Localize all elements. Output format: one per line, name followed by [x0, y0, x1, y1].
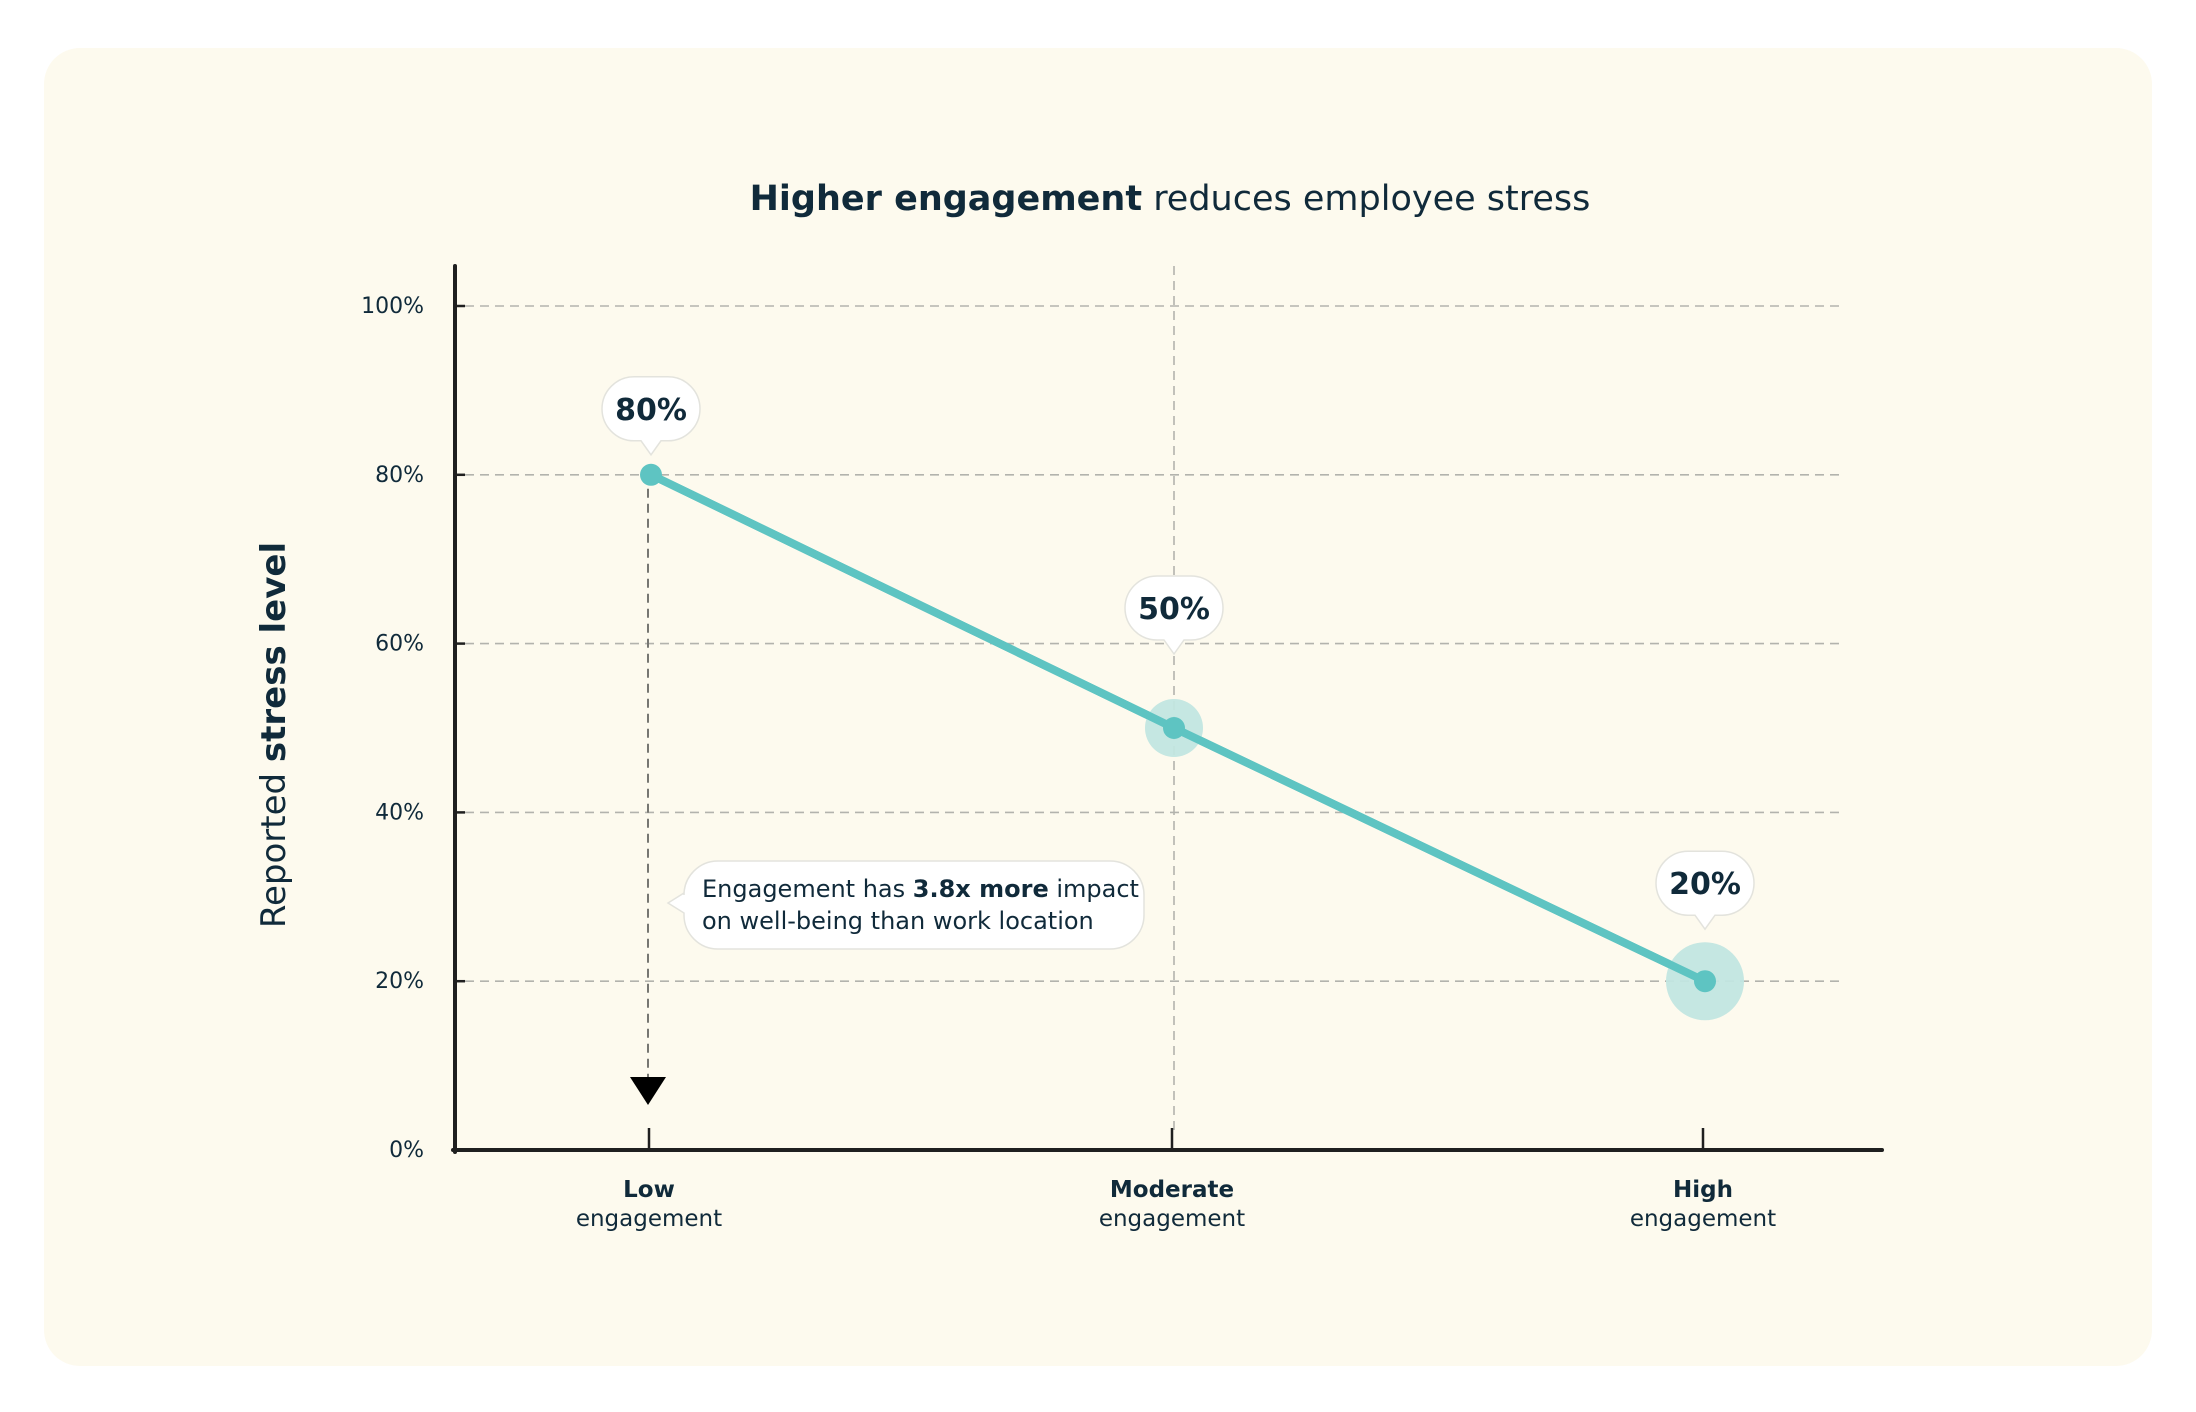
y-tick-label: 40%: [375, 800, 424, 825]
chart-title-regular: reduces employee stress: [1142, 179, 1590, 219]
annotation-line-2: on well-being than work location: [702, 907, 1094, 935]
y-axis-label-bold: stress level: [254, 542, 294, 762]
x-tick-label-regular: engagement: [1099, 1206, 1245, 1232]
data-point: [1163, 717, 1185, 739]
y-tick-label: 80%: [375, 463, 424, 488]
annotation-line-1-regular: Engagement has: [702, 875, 913, 903]
gridlines: [465, 305, 1845, 983]
x-tick-label-regular: engagement: [576, 1206, 722, 1232]
annotation-line-1: Engagement has 3.8x more impact: [702, 875, 1139, 903]
data-label: 20%: [1669, 867, 1741, 902]
data-label: 50%: [1138, 592, 1210, 627]
data-point: [640, 463, 662, 486]
y-tick-label: 60%: [375, 632, 424, 657]
annotation-line-1-bold: 3.8x more: [913, 875, 1049, 903]
arrow-down-icon: [630, 1077, 666, 1105]
y-axis-label: Reported stress level: [254, 542, 294, 928]
chart-title-bold: Higher engagement: [750, 179, 1142, 219]
data-labels: 80% 50% 20%: [601, 376, 1755, 931]
y-tick-label: 100%: [361, 294, 424, 319]
x-tick-label-bold: High: [1673, 1177, 1733, 1203]
annotation-bubble: [666, 860, 1145, 950]
y-tick-label: 0%: [389, 1138, 424, 1163]
y-ticks: 0% 20% 40% 60% 80% 100%: [361, 294, 465, 1163]
annotation-line-1-tail: impact: [1049, 875, 1139, 903]
x-tick-label-regular: engagement: [1630, 1206, 1776, 1232]
chart-card: [44, 48, 2152, 1366]
data-label-bubble: [1655, 850, 1755, 931]
y-axis-label-regular: Reported: [254, 762, 294, 928]
chart-title: Higher engagement reduces employee stres…: [750, 179, 1591, 219]
x-tick-label-bold: Low: [623, 1177, 675, 1203]
data-label: 80%: [615, 393, 687, 428]
y-tick-label: 20%: [375, 969, 424, 994]
annotation: Engagement has 3.8x more impact on well-…: [666, 860, 1145, 950]
axes: [451, 264, 1884, 1154]
data-label-bubble: [1124, 575, 1224, 656]
series-layer: [640, 463, 1744, 1021]
data-label-bubble: [601, 376, 701, 457]
x-ticks: Low engagement Moderate engagement High engag…: [576, 1128, 1776, 1232]
x-tick-label-bold: Moderate: [1110, 1177, 1234, 1203]
category-guides: [630, 266, 1175, 1130]
data-point: [1694, 970, 1716, 993]
